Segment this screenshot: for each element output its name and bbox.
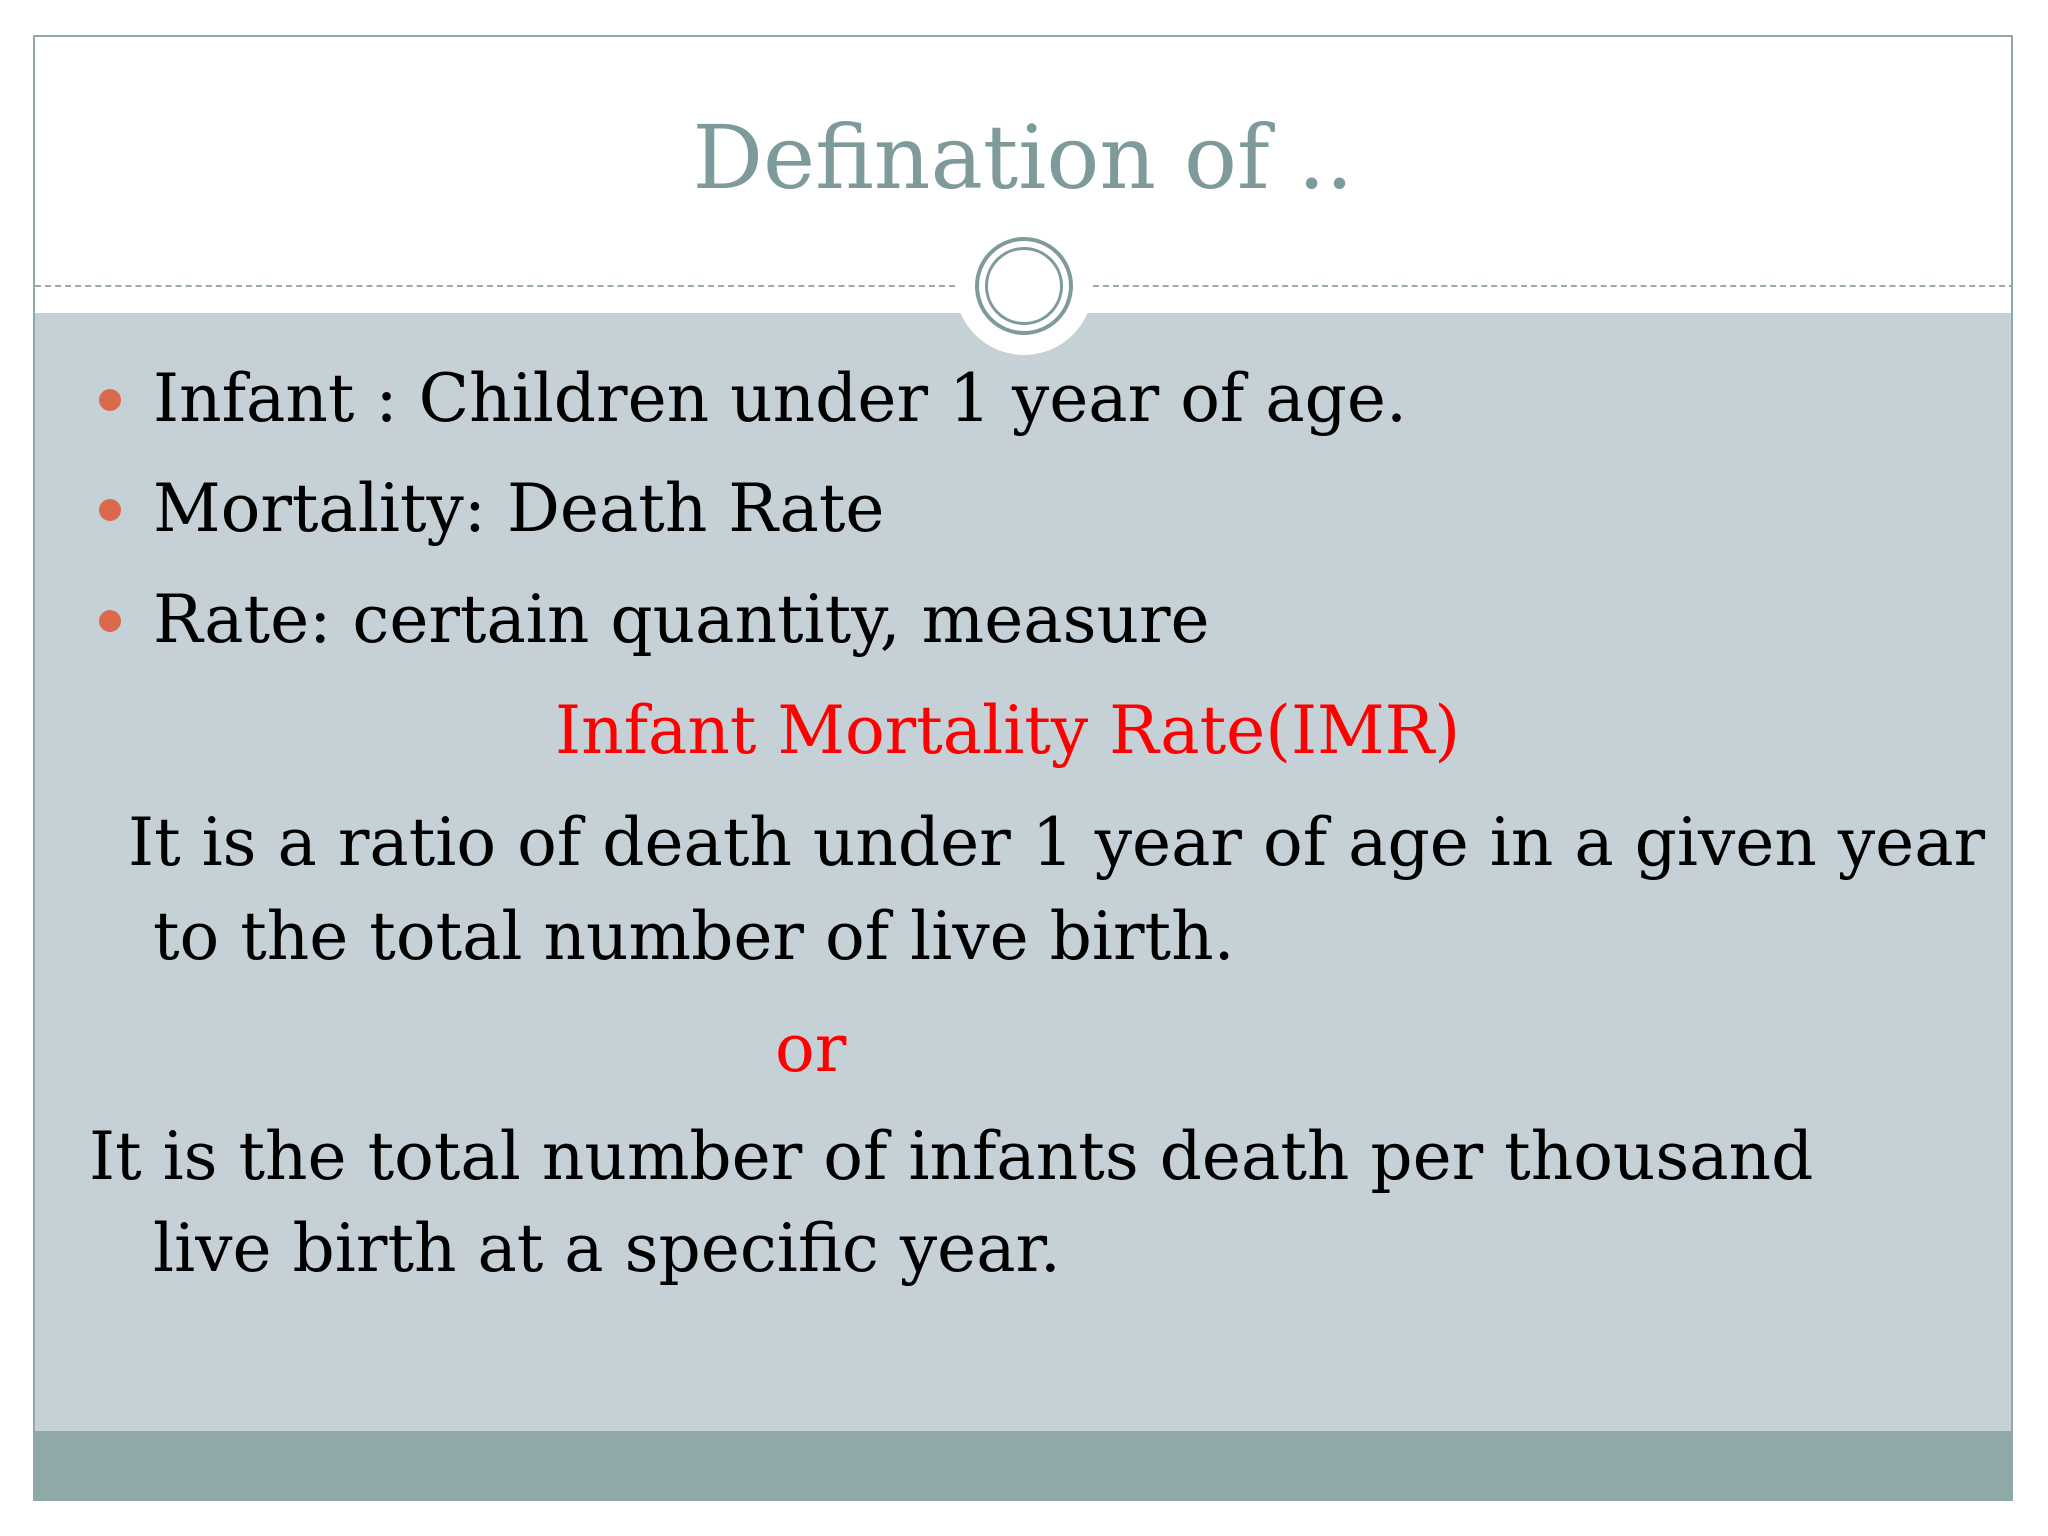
ornament-outer-ring: [975, 237, 1073, 335]
bullet-dot-icon: [99, 499, 121, 521]
definition-1-line-1: It is a ratio of death under 1 year of a…: [128, 804, 1986, 881]
or-separator: or: [775, 1010, 847, 1087]
title-divider-left: [35, 285, 955, 287]
bullet-item-mortality: Mortality: Death Rate: [153, 470, 885, 547]
bullet-dot-icon: [99, 610, 121, 632]
definition-1-line-2: to the total number of live birth.: [153, 898, 1235, 975]
bullet-dot-icon: [99, 389, 121, 411]
ornament-inner-ring: [985, 247, 1063, 325]
imr-subheading: Infant Mortality Rate(IMR): [555, 692, 1461, 769]
definition-2-line-2: live birth at a specific year.: [153, 1210, 1061, 1287]
slide-title: Defination of ..: [692, 106, 1354, 209]
title-divider-right: [1093, 285, 2011, 287]
bullet-item-rate: Rate: certain quantity, measure: [153, 581, 1210, 658]
bullet-item-infant: Infant : Children under 1 year of age.: [153, 360, 1407, 437]
footer-band: [35, 1431, 2011, 1499]
content-area: [35, 313, 2011, 1431]
circle-ornament-icon: [955, 217, 1093, 355]
slide: Defination of .. Infant : Children under…: [33, 35, 2013, 1501]
definition-2-line-1: It is the total number of infants death …: [89, 1118, 1814, 1195]
